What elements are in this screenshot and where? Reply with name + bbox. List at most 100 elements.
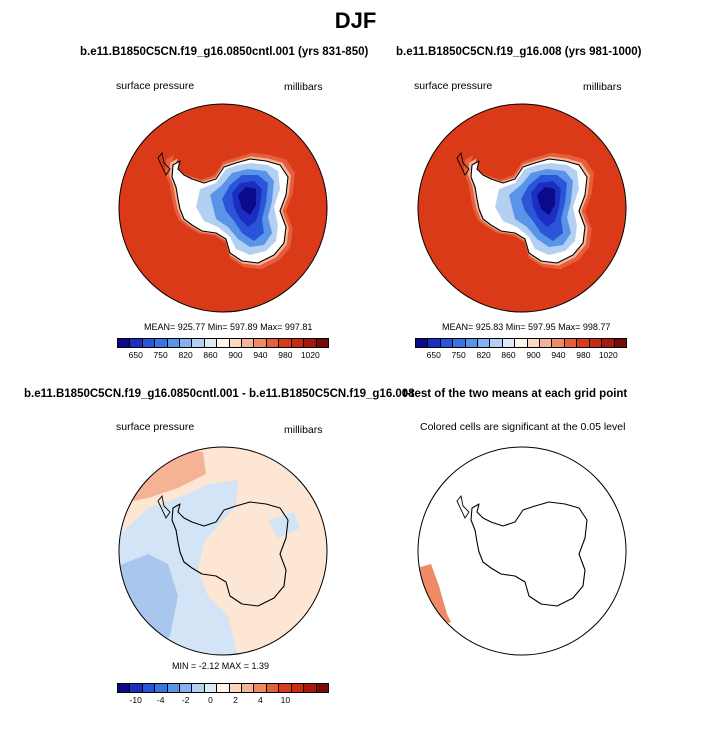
colorbar-swatch <box>540 339 553 347</box>
colorbar-swatches <box>415 338 627 348</box>
figure-title: DJF <box>334 8 377 33</box>
colorbar-swatch <box>502 339 516 347</box>
panel1-colorbar: 650 750 820 860 900 940 980 1020 <box>117 338 329 360</box>
colorbar-swatch <box>217 684 230 692</box>
colorbar-swatch <box>155 339 168 347</box>
colorbar-ticks: 650 750 820 860 900 940 980 1020 <box>415 348 627 360</box>
panel3-map <box>118 446 328 656</box>
colorbar-swatch <box>589 339 603 347</box>
colorbar-swatch <box>142 339 156 347</box>
colorbar-swatch <box>602 339 615 347</box>
colorbar-swatch <box>304 684 317 692</box>
panel3-title: b.e11.B1850C5CN.f19_g16.0850cntl.001 - b… <box>24 388 415 400</box>
colorbar-tick-label: 820 <box>476 350 491 360</box>
colorbar-tick-label: 940 <box>551 350 566 360</box>
colorbar-swatch <box>254 339 267 347</box>
colorbar-swatch <box>155 684 168 692</box>
colorbar-swatch <box>266 684 280 692</box>
panel3-right-label: millibars <box>284 424 323 436</box>
colorbar-swatch <box>254 684 267 692</box>
antarctica-coastline <box>470 158 588 264</box>
panel4-map <box>417 446 627 656</box>
antarctica-coastline <box>171 501 289 607</box>
colorbar-tick-label: 10 <box>280 695 291 705</box>
colorbar-swatch <box>217 339 230 347</box>
diff-anomaly <box>268 512 300 538</box>
colorbar-swatch <box>229 684 243 692</box>
colorbar-swatch <box>416 339 429 347</box>
colorbar-swatch <box>515 339 528 347</box>
diff-anomaly <box>119 554 178 655</box>
colorbar-swatch <box>180 684 193 692</box>
colorbar-tick-label: -4 <box>156 695 165 705</box>
antarctica-coastline <box>470 501 588 607</box>
panel1-right-label: millibars <box>284 81 323 93</box>
colorbar-tick-label: 820 <box>178 350 193 360</box>
sig-field <box>418 447 626 655</box>
panel1-title: b.e11.B1850C5CN.f19_g16.0850cntl.001 (yr… <box>80 46 369 58</box>
colorbar-tick-label: 900 <box>228 350 243 360</box>
colorbar-tick-label: 980 <box>576 350 591 360</box>
colorbar-ticks: 650 750 820 860 900 940 980 1020 <box>117 348 329 360</box>
panel4-label: Colored cells are significant at the 0.0… <box>420 421 626 433</box>
colorbar-swatch <box>242 684 255 692</box>
colorbar-swatch <box>192 684 205 692</box>
colorbar-swatch <box>478 339 491 347</box>
colorbar-swatch <box>130 684 143 692</box>
panel2-stats: MEAN= 925.83 Min= 597.95 Max= 998.77 <box>442 322 611 332</box>
colorbar-swatch <box>316 339 328 347</box>
map-border <box>417 103 627 313</box>
colorbar-swatch <box>118 339 131 347</box>
peninsula-coastline <box>456 151 470 176</box>
panel3-left-label: surface pressure <box>116 421 195 433</box>
colorbar-swatch <box>279 339 292 347</box>
colorbar-swatch <box>229 339 243 347</box>
colorbar-swatch <box>167 684 181 692</box>
colorbar-swatch <box>490 339 503 347</box>
colorbar-swatch <box>167 339 181 347</box>
antarctica-coastline <box>171 158 289 264</box>
colorbar-tick-label: 1020 <box>300 350 320 360</box>
panel1-stats: MEAN= 925.77 Min= 597.89 Max= 997.81 <box>144 322 313 332</box>
panel1-map <box>118 103 328 313</box>
colorbar-swatch <box>304 339 317 347</box>
peninsula-coastline <box>157 151 171 176</box>
colorbar-swatch <box>192 339 205 347</box>
colorbar-tick-label: 860 <box>501 350 516 360</box>
colorbar-swatch <box>291 339 305 347</box>
panel2-colorbar: 650 750 820 860 900 940 980 1020 <box>415 338 627 360</box>
colorbar-swatch <box>614 339 626 347</box>
colorbar-swatch <box>552 339 565 347</box>
colorbar-swatch <box>118 684 131 692</box>
colorbar-swatch <box>180 339 193 347</box>
peninsula-coastline <box>157 494 171 519</box>
colorbar-swatches <box>117 338 329 348</box>
colorbar-tick-label: 650 <box>426 350 441 360</box>
colorbar-swatches <box>117 683 329 693</box>
colorbar-tick-label: 2 <box>233 695 238 705</box>
panel3-colorbar: -10 -4 -2 0 2 4 10 <box>117 683 329 705</box>
colorbar-swatch <box>440 339 454 347</box>
panel2-left-label: surface pressure <box>414 80 493 92</box>
colorbar-swatch <box>204 684 218 692</box>
colorbar-ticks: -10 -4 -2 0 2 4 10 <box>117 693 329 705</box>
colorbar-swatch <box>130 339 143 347</box>
panel2-right-label: millibars <box>583 81 622 93</box>
pressure-contour <box>537 187 555 215</box>
colorbar-swatch <box>453 339 466 347</box>
colorbar-tick-label: -2 <box>181 695 190 705</box>
colorbar-swatch <box>428 339 441 347</box>
map-border <box>118 103 328 313</box>
panel2-map <box>417 103 627 313</box>
colorbar-swatch <box>577 339 590 347</box>
colorbar-tick-label: 750 <box>153 350 168 360</box>
peninsula-coastline <box>456 494 470 519</box>
map-border <box>417 446 627 656</box>
colorbar-tick-label: 860 <box>203 350 218 360</box>
colorbar-swatch <box>564 339 578 347</box>
panel1-left-label: surface pressure <box>116 80 195 92</box>
pressure-contour <box>238 187 256 215</box>
colorbar-tick-label: 650 <box>128 350 143 360</box>
colorbar-swatch <box>527 339 541 347</box>
colorbar-swatch <box>316 684 328 692</box>
